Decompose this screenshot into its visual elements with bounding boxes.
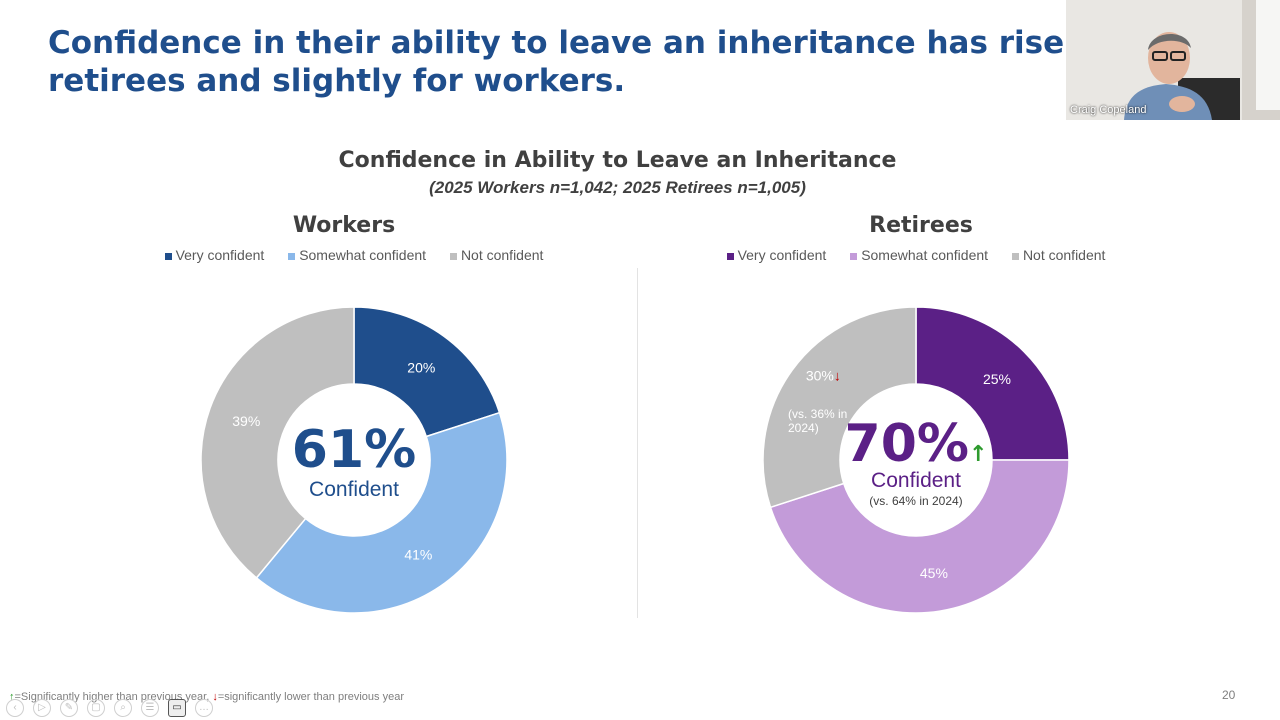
camera-icon[interactable]: ▭ [168,699,186,717]
retirees-center-value: 70% [844,414,970,474]
presenter-video[interactable]: Craig Copeland [1066,0,1280,120]
slide-title-line-2: retirees and slightly for workers. [48,63,626,99]
legend-label: Not confident [1022,247,1106,263]
legend-item-not: Not confident [1011,247,1106,263]
panel-divider [637,268,638,618]
legend-swatch-somewhat [288,252,296,260]
chart-subtitle: (2025 Workers n=1,042; 2025 Retirees n=1… [429,178,806,197]
legend-item-somewhat: Somewhat confident [850,247,988,263]
legend-swatch-very [164,252,172,260]
donut-data-label: 45% [920,565,948,581]
legend-item-somewhat: Somewhat confident [288,247,426,263]
legend-label: Somewhat confident [861,247,989,263]
copy-icon[interactable]: ▢ [87,699,105,717]
legend-item-not: Not confident [449,247,544,263]
up-arrow-icon: ↑ [969,442,988,467]
legend-label: Very confident [737,247,827,263]
donut-slice-not-confident [762,306,917,509]
retirees-center: 70%↑ [836,416,996,483]
menu-icon[interactable]: ☰ [141,699,159,717]
donut-data-label: 39% [232,413,260,429]
donut-slice-very-confident [915,306,1070,461]
workers-center-label: Confident [309,478,399,501]
footnote-down-text: =significantly lower than previous year [217,691,404,703]
donut-slice-somewhat-confident [769,459,1070,614]
down-arrow-icon: ↓ [212,691,218,703]
up-arrow-icon: ↑ [9,691,15,703]
donut-slice-somewhat-confident [255,411,508,614]
retirees-center-note: (vs. 64% in 2024) [869,494,963,508]
slideshow-controls: ‹ ▷ ✎ ▢ ⌕ ☰ ▭ … [6,699,222,717]
donut-data-label: 41% [404,547,432,563]
workers-donut-chart: 20% 41% 39% [200,306,508,614]
donut-data-label: 20% [407,359,435,375]
page-number: 20 [1222,688,1236,702]
presenter-avatar [1066,0,1280,120]
donut-slice-very-confident [353,306,501,438]
workers-legend: Very confident Somewhat confident Not co… [94,247,614,263]
down-arrow-icon: ↓ [834,368,841,384]
more-icon[interactable]: … [195,699,213,717]
prev-icon[interactable]: ‹ [6,699,24,717]
retirees-legend: Very confident Somewhat confident Not co… [656,247,1176,263]
retirees-panel-title: Retirees [869,213,973,238]
slide-title: Confidence in their ability to leave an … [48,24,1223,100]
retirees-donut-chart: 25% 45% 30%↓ [762,306,1070,614]
legend-swatch-not [1011,252,1019,260]
legend-label: Not confident [460,247,544,263]
donut-data-label: 30%↓ [806,368,841,384]
zoom-icon[interactable]: ⌕ [114,699,132,717]
retirees-not-confident-note: (vs. 36% in 2024) [788,407,848,435]
workers-panel-title: Workers [292,213,396,238]
pen-icon[interactable]: ✎ [60,699,78,717]
chart-title: Confidence in Ability to Leave an Inheri… [338,148,897,173]
legend-item-very: Very confident [726,247,827,263]
donut-data-label: 25% [983,371,1011,387]
legend-label: Somewhat confident [299,247,427,263]
donut-slice-not-confident [200,306,355,579]
play-icon[interactable]: ▷ [33,699,51,717]
retirees-center-label: Confident [871,469,961,492]
legend-swatch-very [726,252,734,260]
presenter-name: Craig Copeland [1070,104,1147,116]
legend-label: Very confident [175,247,265,263]
legend-item-very: Very confident [164,247,265,263]
workers-center-value: 61% [291,420,417,480]
slide-title-line-1: Confidence in their ability to leave an … [48,25,1223,61]
legend-swatch-somewhat [850,252,858,260]
legend-swatch-not [449,252,457,260]
